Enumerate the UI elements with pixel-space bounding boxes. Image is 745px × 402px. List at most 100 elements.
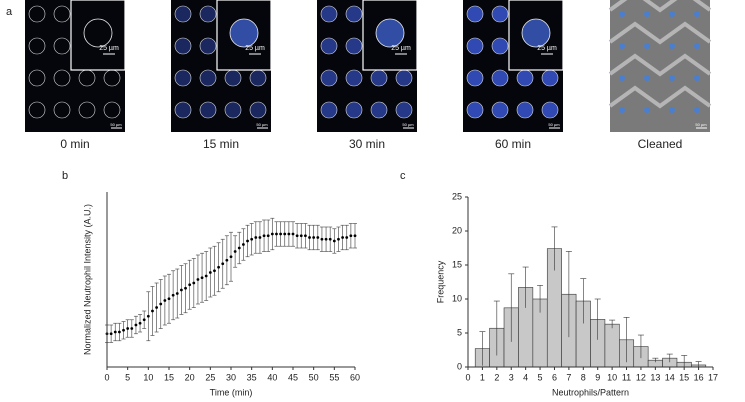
data-point <box>341 236 344 239</box>
pattern-circle <box>345 37 363 55</box>
y-tick-label: 0 <box>457 361 462 371</box>
pattern-circle <box>345 5 363 23</box>
pattern-circle <box>466 69 484 87</box>
data-point <box>250 237 254 241</box>
pattern-circle <box>28 5 46 23</box>
data-point <box>270 232 274 236</box>
x-tick-label: 30 <box>226 372 236 382</box>
data-point <box>142 318 146 322</box>
x-tick-label: 8 <box>581 372 586 382</box>
cell-cluster <box>669 75 675 81</box>
pattern-circle <box>199 101 217 119</box>
inset-circle <box>375 18 405 48</box>
pattern-circle <box>199 5 217 23</box>
pattern-circle <box>28 37 46 55</box>
data-point <box>349 234 353 238</box>
data-point <box>291 232 295 236</box>
x-tick-label: 10 <box>143 372 153 382</box>
pattern-circle <box>53 101 71 119</box>
pattern-circle <box>541 69 559 87</box>
y-tick-label: 15 <box>452 259 462 269</box>
data-point <box>122 328 125 332</box>
image-caption: 30 min <box>349 137 385 151</box>
pattern-circle <box>466 101 484 119</box>
inset-scale-label: 25 µm <box>245 45 265 52</box>
data-point <box>266 234 270 238</box>
inset-circle <box>83 18 113 48</box>
data-point <box>180 288 183 292</box>
x-tick-label: 0 <box>104 372 109 382</box>
cell-cluster <box>694 43 700 49</box>
pattern-circle <box>516 101 534 119</box>
data-point <box>196 278 200 281</box>
data-point <box>208 271 212 274</box>
x-tick-label: 50 <box>309 372 319 382</box>
data-point <box>213 269 216 273</box>
panel-label: b <box>62 170 68 182</box>
scale-bar-label: 50 µm <box>402 122 414 127</box>
data-point <box>159 302 163 306</box>
cell-cluster <box>619 107 625 113</box>
pattern-circle <box>249 101 267 119</box>
data-point <box>167 297 171 301</box>
pattern-circle <box>345 69 363 87</box>
channel-edge <box>608 0 712 13</box>
data-point <box>217 265 221 269</box>
data-point <box>316 236 320 239</box>
data-point <box>337 237 340 241</box>
inset-circle <box>229 18 259 48</box>
pattern-circle <box>174 37 192 55</box>
data-point <box>221 262 225 266</box>
pattern-circle <box>541 101 559 119</box>
x-tick-label: 20 <box>185 372 195 382</box>
pattern-circle <box>320 37 338 55</box>
data-point <box>233 250 237 253</box>
pattern-circle <box>174 5 192 23</box>
cell-cluster <box>644 43 650 49</box>
data-point <box>242 243 245 246</box>
pattern-circle <box>395 101 413 119</box>
cell-cluster <box>644 107 650 113</box>
data-point <box>254 236 258 239</box>
x-tick-label: 10 <box>607 372 617 382</box>
data-point <box>275 232 278 236</box>
data-point <box>113 330 117 334</box>
x-tick-label: 0 <box>465 372 470 382</box>
cell-cluster <box>694 75 700 81</box>
x-tick-label: 5 <box>125 372 130 382</box>
pattern-circle <box>370 69 388 87</box>
data-point <box>308 236 311 239</box>
x-tick-label: 15 <box>164 372 174 382</box>
cell-cluster <box>619 75 625 81</box>
pattern-circle <box>78 101 96 119</box>
cell-cluster <box>669 11 675 17</box>
panel-label: c <box>400 170 406 182</box>
image-caption: 60 min <box>495 137 531 151</box>
y-tick-label: 20 <box>452 225 462 235</box>
cell-cluster <box>669 43 675 49</box>
data-point <box>130 327 134 330</box>
pattern-circle <box>28 69 46 87</box>
pattern-circle <box>516 69 534 87</box>
x-tick-label: 2 <box>494 372 499 382</box>
pattern-circle <box>174 69 192 87</box>
data-point <box>109 332 113 336</box>
pattern-circle <box>199 37 217 55</box>
x-tick-label: 17 <box>708 372 718 382</box>
pattern-circle <box>491 37 509 55</box>
data-point <box>204 274 208 278</box>
data-point <box>345 236 349 239</box>
x-tick-label: 13 <box>650 372 660 382</box>
data-point <box>146 314 150 318</box>
data-point <box>320 237 324 241</box>
data-point <box>328 237 332 241</box>
x-axis-label: Time (min) <box>210 387 253 397</box>
y-axis-label: Frequency <box>435 260 445 303</box>
data-point <box>304 234 307 238</box>
data-point <box>312 236 316 239</box>
x-tick-label: 14 <box>665 372 675 382</box>
data-point <box>258 236 262 239</box>
data-point <box>188 283 192 287</box>
data-point <box>279 232 282 236</box>
x-tick-label: 35 <box>247 372 257 382</box>
